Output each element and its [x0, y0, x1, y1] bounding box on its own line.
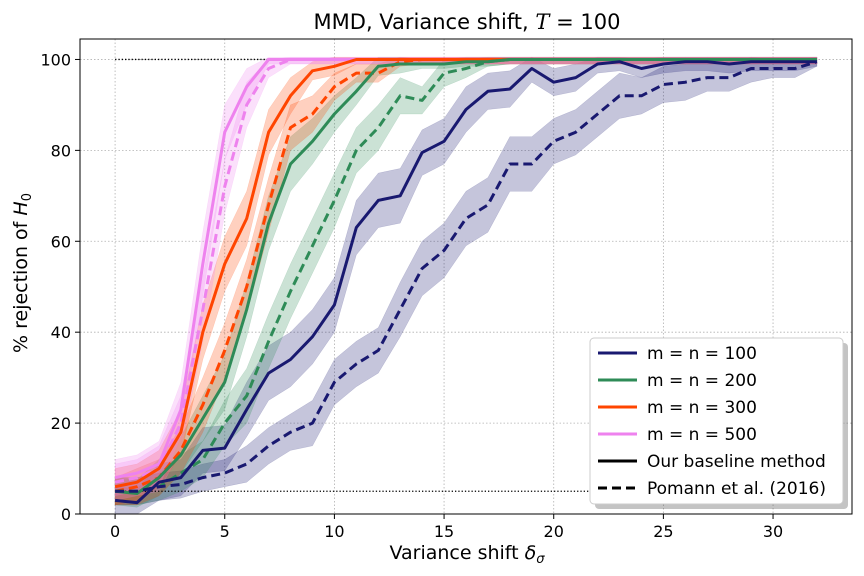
y-tick-label: 100 — [40, 50, 71, 69]
confidence-band — [114, 56, 818, 506]
legend-items: m = n = 100 m = n = 200 m = n = 300 m = n =… — [598, 344, 826, 499]
chart-title-text: MMD, Variance shift, — [314, 10, 536, 34]
confidence-band — [114, 56, 818, 506]
x-axis-label: Variance shift δσ — [389, 542, 545, 567]
plot-frame — [79, 38, 853, 515]
confidence-bands — [114, 56, 818, 515]
confidence-band — [114, 56, 818, 515]
legend-label: Pomann et al. (2016) — [647, 479, 826, 499]
x-tick-label: 30 — [763, 522, 783, 541]
y-axis-ticks: 0 20 40 60 80 100 — [40, 50, 80, 524]
series-line — [114, 60, 817, 505]
y-tick-label: 40 — [51, 323, 71, 342]
legend-label: m = n = 200 — [647, 371, 757, 391]
y-axis-label: % rejection of H0 — [10, 193, 35, 353]
legend-label: Our baseline method — [647, 452, 826, 472]
confidence-band — [114, 56, 818, 506]
legend-label: m = n = 100 — [647, 344, 757, 364]
legend: m = n = 100 m = n = 200 m = n = 300 m = n =… — [589, 337, 848, 509]
series-line — [115, 60, 818, 493]
legend-label: m = n = 300 — [647, 398, 757, 418]
series-lines — [114, 58, 818, 505]
confidence-band — [114, 56, 818, 501]
legend-label: m = n = 500 — [647, 425, 757, 445]
x-tick-label: 25 — [653, 522, 673, 541]
chart-title: MMD, Variance shift, T = 100 — [314, 10, 621, 34]
confidence-band — [114, 56, 818, 508]
x-tick-label: 0 — [110, 522, 120, 541]
y-tick-label: 80 — [51, 141, 71, 160]
x-tick-label: 5 — [220, 522, 230, 541]
y-tick-label: 20 — [51, 414, 71, 433]
x-tick-label: 15 — [434, 522, 454, 541]
confidence-band — [114, 56, 818, 506]
series-line — [114, 58, 817, 495]
y-tick-label: 0 — [61, 505, 71, 524]
x-tick-label: 20 — [544, 522, 564, 541]
x-tick-label: 10 — [324, 522, 344, 541]
legend-box — [589, 337, 844, 505]
confidence-band — [114, 56, 818, 497]
y-tick-label: 60 — [51, 232, 71, 251]
x-axis-ticks: 0 5 10 15 20 25 30 — [110, 514, 783, 541]
